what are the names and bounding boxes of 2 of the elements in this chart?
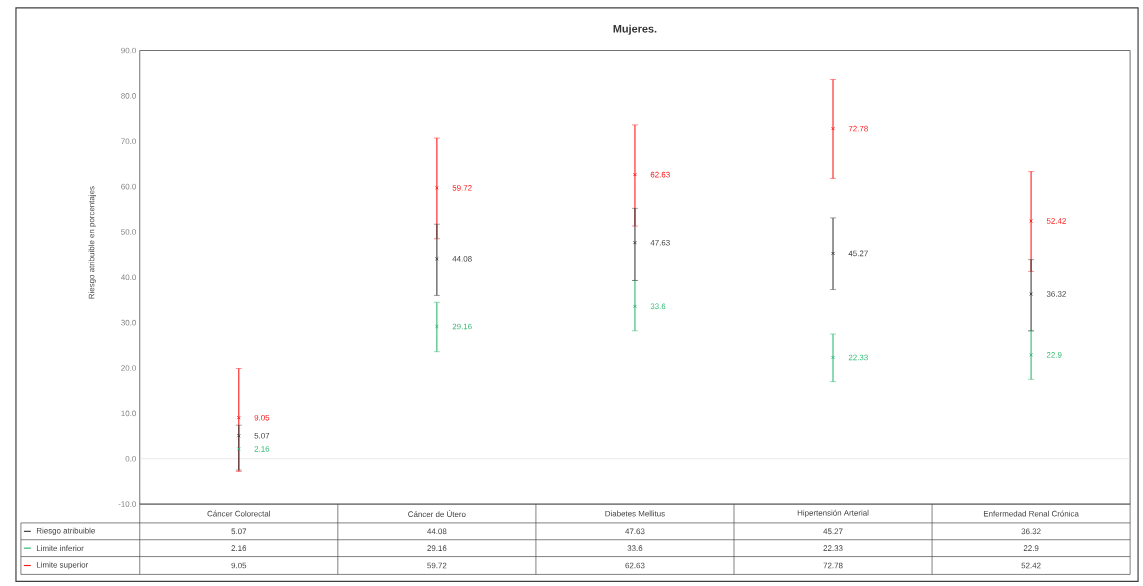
point (236, 446, 241, 451)
chart-title: Mujeres. (613, 24, 657, 35)
